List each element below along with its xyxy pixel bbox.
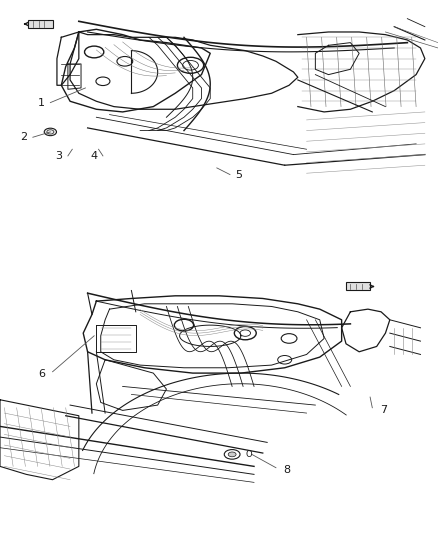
Text: 1: 1 bbox=[38, 98, 45, 108]
Text: 8: 8 bbox=[283, 465, 290, 475]
FancyBboxPatch shape bbox=[346, 282, 370, 290]
Circle shape bbox=[228, 452, 236, 457]
Text: O: O bbox=[245, 450, 252, 459]
Text: 2: 2 bbox=[21, 132, 28, 142]
Text: 3: 3 bbox=[56, 151, 63, 161]
Text: 5: 5 bbox=[235, 169, 242, 180]
Text: 4: 4 bbox=[91, 151, 98, 161]
Circle shape bbox=[44, 128, 57, 136]
Text: 6: 6 bbox=[38, 369, 45, 379]
FancyBboxPatch shape bbox=[28, 20, 53, 28]
Text: 7: 7 bbox=[380, 406, 387, 415]
